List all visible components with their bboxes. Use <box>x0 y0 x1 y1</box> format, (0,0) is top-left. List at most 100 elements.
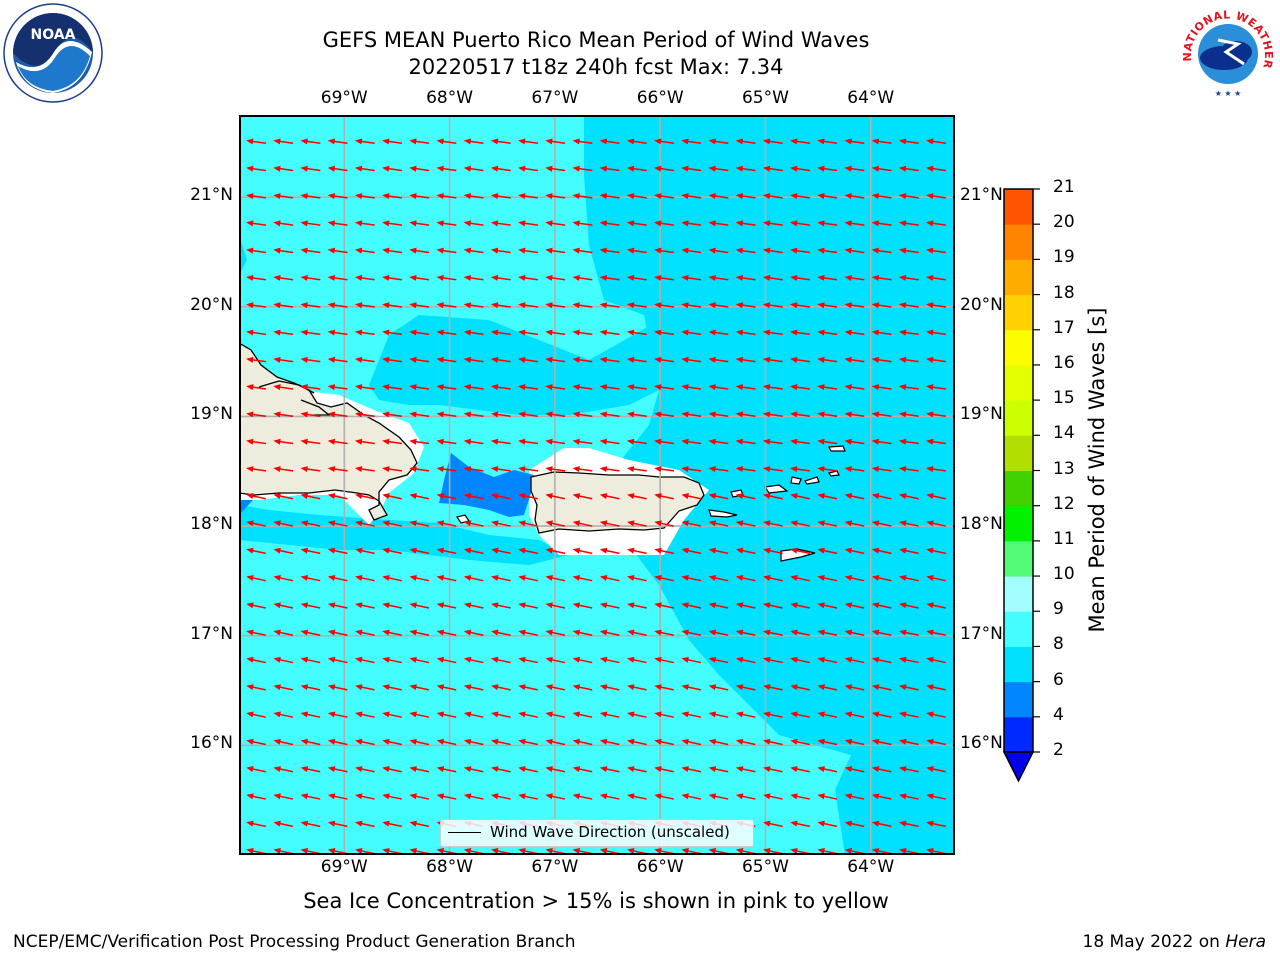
wind-wave-arrow <box>518 165 539 172</box>
wind-wave-arrow <box>599 329 620 336</box>
wind-wave-arrow <box>382 329 403 336</box>
wind-wave-arrow <box>300 466 321 473</box>
wind-wave-arrow <box>246 738 266 746</box>
wind-wave-arrow <box>382 766 402 773</box>
wind-wave-arrow <box>463 575 484 582</box>
wind-wave-arrow <box>735 220 756 227</box>
wind-wave-arrow <box>409 656 430 664</box>
wind-wave-arrow <box>654 575 674 582</box>
wind-wave-arrow <box>926 520 946 527</box>
wind-wave-arrow <box>382 466 403 473</box>
wind-wave-arrow <box>926 547 946 555</box>
wind-wave-arrow <box>409 438 430 445</box>
wind-wave-arrow <box>681 575 702 582</box>
wind-wave-arrow <box>273 411 294 418</box>
wind-wave-arrow <box>926 575 946 582</box>
wind-wave-arrow <box>354 329 375 336</box>
wind-wave-arrow <box>599 274 620 281</box>
wind-wave-arrow <box>327 466 348 473</box>
wind-wave-arrow <box>246 520 266 527</box>
wind-wave-arrow <box>735 274 756 281</box>
wind-wave-arrow <box>300 493 321 500</box>
wind-wave-arrow <box>654 356 675 363</box>
colorbar-segment <box>1004 435 1033 471</box>
wind-wave-arrow <box>762 274 783 281</box>
colorbar-segment <box>1004 470 1033 507</box>
wind-wave-arrow <box>409 547 430 555</box>
lon-label-bottom: 65°W <box>741 857 789 877</box>
wind-wave-arrow <box>436 684 457 691</box>
wind-wave-arrow <box>354 302 375 309</box>
wind-wave-arrow <box>871 575 892 582</box>
lat-label-right: 16°N <box>960 733 1003 754</box>
wind-wave-arrow <box>463 247 484 254</box>
colorbar-segment <box>1004 364 1033 401</box>
wind-wave-arrow <box>926 738 946 746</box>
wind-wave-arrow <box>545 356 566 363</box>
wind-wave-arrow <box>300 547 321 555</box>
wind-wave-arrow <box>545 793 566 800</box>
wind-wave-arrow <box>899 629 919 637</box>
wind-wave-arrow <box>354 411 375 418</box>
wind-wave-arrow <box>681 656 702 664</box>
wind-wave-arrow <box>708 220 729 227</box>
wind-wave-arrow <box>708 247 729 254</box>
wind-wave-arrow <box>762 165 783 172</box>
lat-label-left: 21°N <box>190 185 233 206</box>
wind-wave-arrow <box>545 274 566 281</box>
wind-wave-arrow <box>654 302 675 309</box>
wind-wave-arrow <box>354 247 375 254</box>
wind-wave-arrow <box>436 247 457 254</box>
wind-wave-arrow <box>518 684 538 691</box>
wind-wave-arrow <box>708 438 729 445</box>
wave-period-zone-2-4 <box>439 453 534 517</box>
wind-wave-arrow <box>572 193 593 200</box>
lat-label-right: 21°N <box>960 185 1003 206</box>
wind-wave-arrow <box>246 466 267 473</box>
wind-wave-arrow <box>735 247 756 254</box>
wind-wave-arrow <box>654 274 675 281</box>
wind-wave-arrow <box>545 329 566 336</box>
map-frame <box>239 115 955 855</box>
wind-wave-arrow <box>735 384 756 391</box>
wind-wave-arrow <box>871 684 892 691</box>
wind-wave-arrow <box>572 329 593 336</box>
wind-wave-arrow <box>518 220 539 227</box>
wind-wave-arrow <box>763 602 783 609</box>
wind-wave-arrow <box>817 602 838 609</box>
wind-wave-arrow <box>790 493 810 500</box>
wind-wave-arrow <box>246 356 267 363</box>
wind-wave-arrow <box>817 302 838 309</box>
wind-wave-arrow <box>300 575 321 582</box>
wind-wave-arrow <box>545 411 566 418</box>
colorbar-title: Mean Period of Wind Waves [s] <box>1085 307 1109 633</box>
wind-wave-arrow <box>463 793 484 800</box>
wind-wave-arrow <box>545 493 566 500</box>
wind-wave-arrow <box>871 384 892 391</box>
wind-wave-arrow <box>491 575 511 582</box>
wind-wave-arrow <box>871 356 892 363</box>
wind-wave-arrow <box>817 138 838 145</box>
wind-wave-arrow <box>626 384 647 391</box>
wind-wave-arrow <box>790 411 811 418</box>
wind-wave-arrow <box>763 629 783 637</box>
wind-wave-arrow <box>926 493 946 500</box>
wind-wave-arrow <box>926 329 947 336</box>
wind-wave-arrow <box>545 138 566 145</box>
wind-wave-arrow <box>273 438 294 445</box>
lat-label-right: 19°N <box>960 404 1003 425</box>
wind-wave-arrow <box>409 520 430 527</box>
wind-wave-arrow <box>518 793 538 800</box>
wind-wave-arrow <box>708 302 729 309</box>
wind-wave-arrow <box>926 684 946 691</box>
wind-wave-arrow <box>463 220 484 227</box>
wind-wave-arrow <box>844 493 865 500</box>
wind-wave-arrow <box>708 766 729 773</box>
wind-wave-arrow <box>817 411 838 418</box>
wind-wave-arrow <box>926 466 947 473</box>
wind-wave-arrow <box>626 438 647 445</box>
wind-wave-arrow <box>300 711 321 718</box>
wind-wave-arrow <box>654 466 675 473</box>
wind-wave-arrow <box>817 711 838 718</box>
wind-wave-arrow <box>735 438 756 445</box>
